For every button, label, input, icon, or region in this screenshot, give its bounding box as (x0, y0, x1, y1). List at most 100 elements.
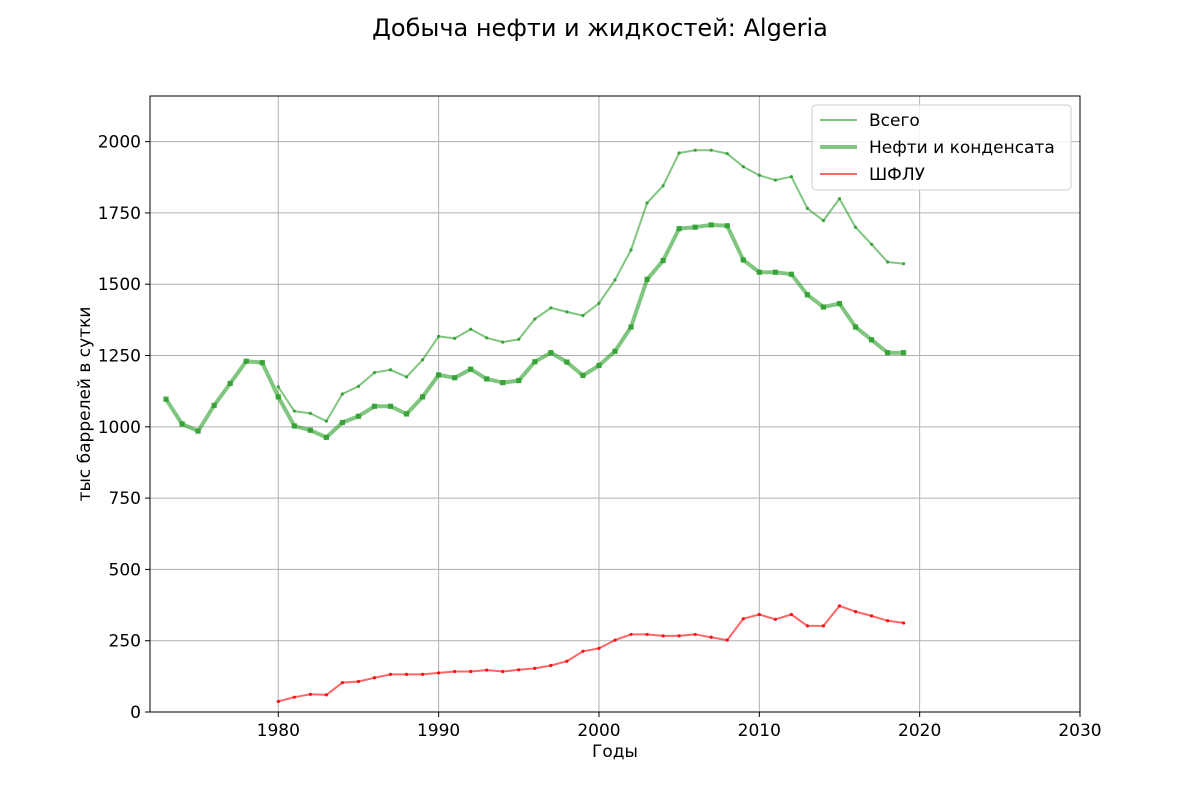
data-point (340, 681, 345, 685)
data-point (276, 699, 280, 704)
data-point (437, 671, 441, 675)
data-point (868, 337, 875, 343)
data-point (821, 624, 826, 628)
data-point (517, 337, 521, 341)
series-line (278, 604, 904, 703)
data-point (388, 672, 393, 676)
legend-entry: Нефти и конденсата (869, 138, 1055, 158)
data-point (517, 668, 521, 672)
data-point (869, 614, 874, 618)
data-point (453, 336, 457, 341)
series-1 (276, 148, 906, 423)
series-line (164, 222, 904, 440)
x-tick-label: 2000 (577, 721, 620, 741)
y-tick-label: 1500 (98, 275, 141, 295)
data-point (533, 317, 537, 321)
data-point (227, 380, 233, 387)
data-point (308, 692, 312, 696)
data-point (804, 292, 811, 298)
y-tick-label: 750 (109, 489, 141, 509)
data-point (580, 372, 586, 379)
data-point (724, 223, 730, 229)
data-point (741, 165, 745, 169)
data-point (340, 392, 345, 396)
data-point (740, 257, 746, 263)
data-point (485, 336, 489, 340)
data-point (852, 324, 859, 330)
legend-entry: Всего (869, 111, 920, 131)
data-point (597, 301, 601, 305)
data-point (259, 360, 265, 366)
data-point (789, 612, 793, 617)
data-point (324, 419, 328, 423)
data-point (884, 350, 891, 356)
data-point (436, 372, 442, 378)
data-point (564, 359, 570, 365)
data-point (243, 358, 249, 364)
data-point (772, 269, 778, 275)
data-point (644, 276, 650, 282)
data-point (501, 669, 505, 674)
x-tick-label: 2020 (898, 721, 941, 741)
data-point (355, 413, 362, 419)
series-2 (163, 222, 907, 440)
data-point (613, 278, 617, 282)
data-point (756, 269, 762, 275)
data-point (163, 396, 169, 402)
data-point (275, 394, 281, 400)
plot-area (163, 148, 907, 704)
data-point (532, 359, 538, 365)
data-point (468, 366, 474, 372)
data-point (501, 340, 505, 344)
data-point (757, 612, 761, 617)
data-point (853, 225, 858, 229)
data-point (661, 184, 665, 188)
data-point (276, 385, 280, 389)
x-tick-label: 2030 (1058, 721, 1101, 741)
data-point (581, 649, 585, 653)
data-point (645, 201, 649, 205)
data-point (420, 672, 425, 676)
data-point (692, 224, 698, 230)
data-point (437, 334, 441, 339)
x-axis-label: Годы (592, 742, 638, 762)
data-point (773, 178, 777, 182)
series-3 (276, 604, 906, 704)
data-point (820, 304, 827, 310)
data-point (725, 152, 729, 156)
data-point (805, 206, 810, 210)
x-tick-label: 1980 (257, 721, 300, 741)
data-point (323, 434, 329, 440)
data-point (548, 350, 554, 356)
axes-ticks: 1980 1990 2000 2010 2020 2030 0 250 500 750 1000 12… (98, 133, 1102, 741)
y-tick-label: 1000 (98, 418, 141, 438)
data-point (613, 638, 617, 642)
y-tick-label: 250 (109, 632, 141, 652)
data-point (291, 423, 297, 429)
data-point (516, 378, 522, 384)
data-point (788, 271, 794, 277)
data-point (211, 402, 217, 409)
data-point (453, 669, 457, 674)
y-tick-label: 1250 (98, 347, 141, 367)
data-point (549, 663, 553, 668)
data-point (902, 262, 906, 266)
data-point (388, 368, 393, 372)
legend-box (811, 104, 1072, 191)
data-point (677, 151, 681, 155)
chart-title: Добыча нефти и жидкостей: Algeria (372, 14, 828, 42)
data-point (693, 632, 697, 637)
data-point (885, 260, 890, 264)
data-point (837, 604, 842, 608)
y-tick-label: 0 (130, 703, 141, 723)
data-point (693, 148, 697, 152)
data-point (789, 175, 793, 179)
data-point (403, 411, 410, 417)
data-point (419, 394, 426, 400)
data-point (629, 632, 633, 637)
data-point (420, 358, 425, 362)
data-point (628, 324, 634, 330)
data-point (565, 310, 569, 314)
data-point (404, 375, 409, 379)
y-tick-label: 2000 (98, 133, 141, 153)
